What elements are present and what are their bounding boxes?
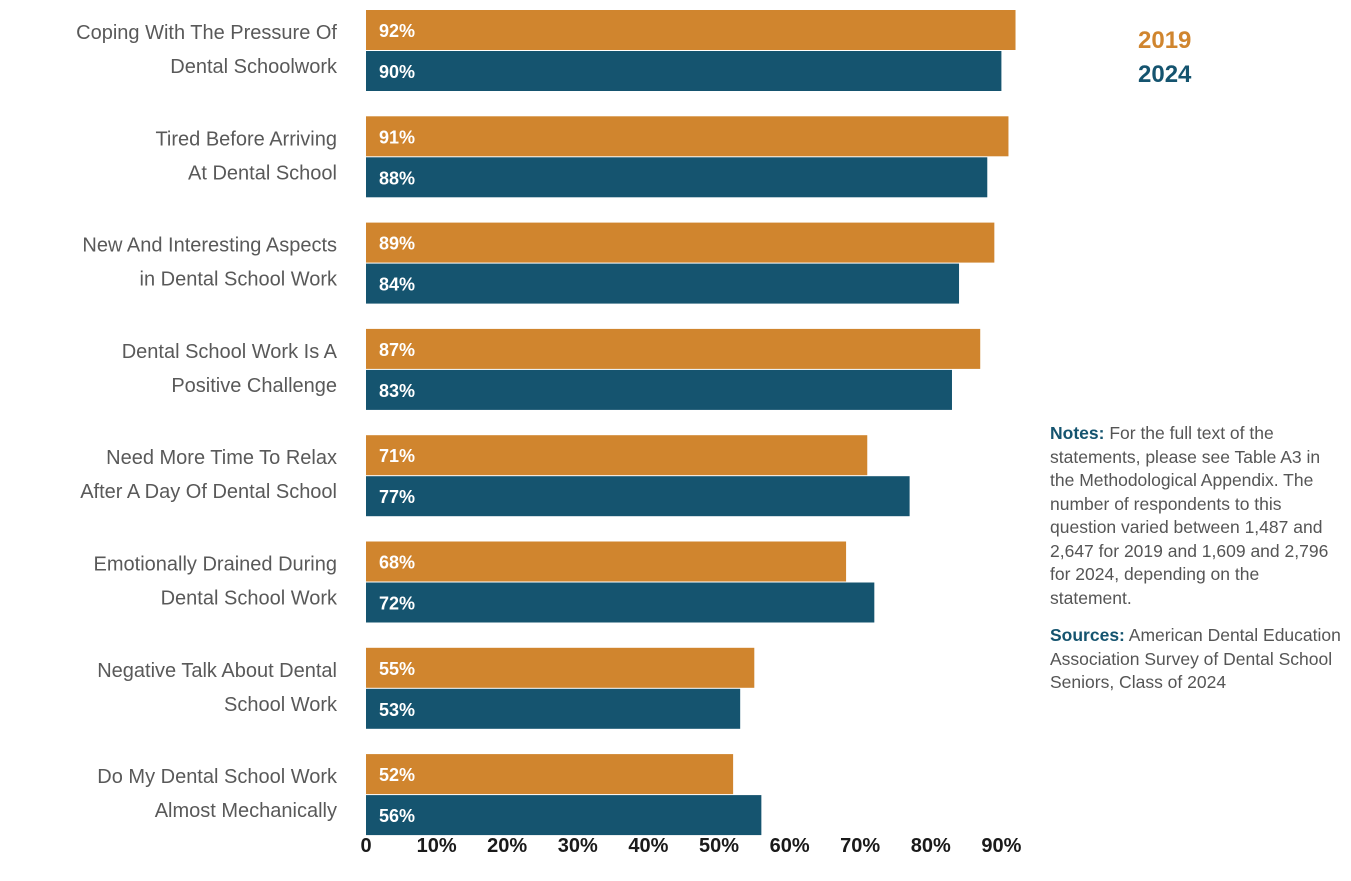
category-label-line: Coping With The Pressure Of (76, 22, 337, 44)
x-tick-label: 60% (770, 835, 810, 857)
bar-value-label: 84% (379, 275, 415, 295)
x-tick-label: 20% (487, 835, 527, 857)
category-label-line: in Dental School Work (140, 269, 339, 291)
x-tick-label: 70% (840, 835, 880, 857)
category-label-line: Emotionally Drained During (94, 554, 337, 576)
bar-value-label: 55% (379, 659, 415, 679)
bar-2024 (366, 795, 762, 836)
sources-paragraph: Sources: American Dental Education Assoc… (1050, 624, 1342, 695)
bar-value-label: 88% (379, 168, 415, 188)
x-tick-label: 0 (360, 835, 371, 857)
category-label: New And Interesting Aspects in Dental Sch… (82, 235, 338, 291)
bar-value-label: 83% (379, 381, 415, 401)
bar-2024 (366, 582, 875, 623)
category-label-line: Positive Challenge (171, 375, 337, 397)
bar-value-label: 91% (379, 127, 415, 147)
legend: 2019 2024 (1138, 24, 1191, 92)
category-labels: Coping With The Pressure Of Dental School… (76, 22, 338, 822)
bar-value-label: 71% (379, 446, 415, 466)
category-label-line: Tired Before Arriving (155, 128, 337, 150)
bar-value-label: 56% (379, 806, 415, 826)
bar-value-label: 92% (379, 21, 415, 41)
sources-label: Sources: (1050, 625, 1125, 645)
bar-value-label: 52% (379, 765, 415, 785)
category-label: Tired Before Arriving At Dental School (155, 128, 337, 184)
bar-value-label: 89% (379, 234, 415, 254)
category-label: Negative Talk About Dental School Work (97, 660, 338, 716)
bar-2019 (366, 754, 734, 795)
category-label-line: New And Interesting Aspects (82, 235, 337, 257)
x-tick-label: 90% (981, 835, 1021, 857)
category-label: Dental School Work Is A Positive Challeng… (122, 341, 338, 397)
bar-2019 (366, 222, 995, 263)
category-label: Emotionally Drained During Dental School … (94, 554, 338, 610)
bar-value-label: 90% (379, 62, 415, 82)
x-tick-label: 50% (699, 835, 739, 857)
bar-value-label: 68% (379, 553, 415, 573)
category-label-line: After A Day Of Dental School (80, 481, 337, 503)
category-label-line: School Work (224, 694, 338, 716)
notes-panel: Notes: For the full text of the statemen… (1050, 422, 1342, 709)
category-label-line: Dental Schoolwork (170, 56, 338, 78)
bar-value-label: 53% (379, 700, 415, 720)
bar-2019 (366, 10, 1016, 50)
bar-2024 (366, 369, 952, 410)
category-label-line: Dental School Work (161, 588, 338, 610)
bar-2019 (366, 435, 868, 476)
sources-text: American Dental Education Association Su… (1050, 625, 1341, 692)
category-label: Coping With The Pressure Of Dental School… (76, 22, 338, 78)
bar-2019 (366, 116, 1009, 157)
category-label-line: Need More Time To Relax (106, 447, 337, 469)
category-label-line: Almost Mechanically (155, 800, 337, 822)
bar-2019 (366, 541, 847, 582)
bar-2019 (366, 647, 755, 688)
bar-2024 (366, 476, 910, 517)
bar-value-label: 87% (379, 340, 415, 360)
bars: 92% 90% 91% 88% 89% 84% 87% 83% 71% 77% 68% 72% 55% 5… (366, 10, 1016, 836)
bar-2024 (366, 688, 741, 729)
category-label-line: Negative Talk About Dental (97, 660, 337, 682)
legend-entry-2024: 2024 (1138, 61, 1192, 88)
category-label: Do My Dental School Work Almost Mechanica… (97, 766, 338, 822)
bar-2019 (366, 328, 981, 369)
bar-value-label: 77% (379, 487, 415, 507)
x-tick-label: 40% (628, 835, 668, 857)
notes-text: For the full text of the statements, ple… (1050, 423, 1329, 608)
bar-2024 (366, 51, 1002, 91)
bar-2024 (366, 157, 988, 198)
notes-label: Notes: (1050, 423, 1105, 443)
category-label-line: At Dental School (188, 162, 337, 184)
category-label-line: Dental School Work Is A (122, 341, 338, 363)
x-tick-label: 30% (558, 835, 598, 857)
bar-value-label: 72% (379, 594, 415, 614)
x-tick-label: 10% (417, 835, 457, 857)
x-tick-label: 80% (911, 835, 951, 857)
legend-entry-2019: 2019 (1138, 27, 1192, 54)
category-label: Need More Time To Relax After A Day Of De… (80, 447, 337, 503)
notes-paragraph: Notes: For the full text of the statemen… (1050, 422, 1342, 610)
x-axis: 0 10% 20% 30% 40% 50% 60% 70% 80% 90% (360, 835, 1021, 857)
bar-2024 (366, 263, 960, 304)
category-label-line: Do My Dental School Work (97, 766, 338, 788)
